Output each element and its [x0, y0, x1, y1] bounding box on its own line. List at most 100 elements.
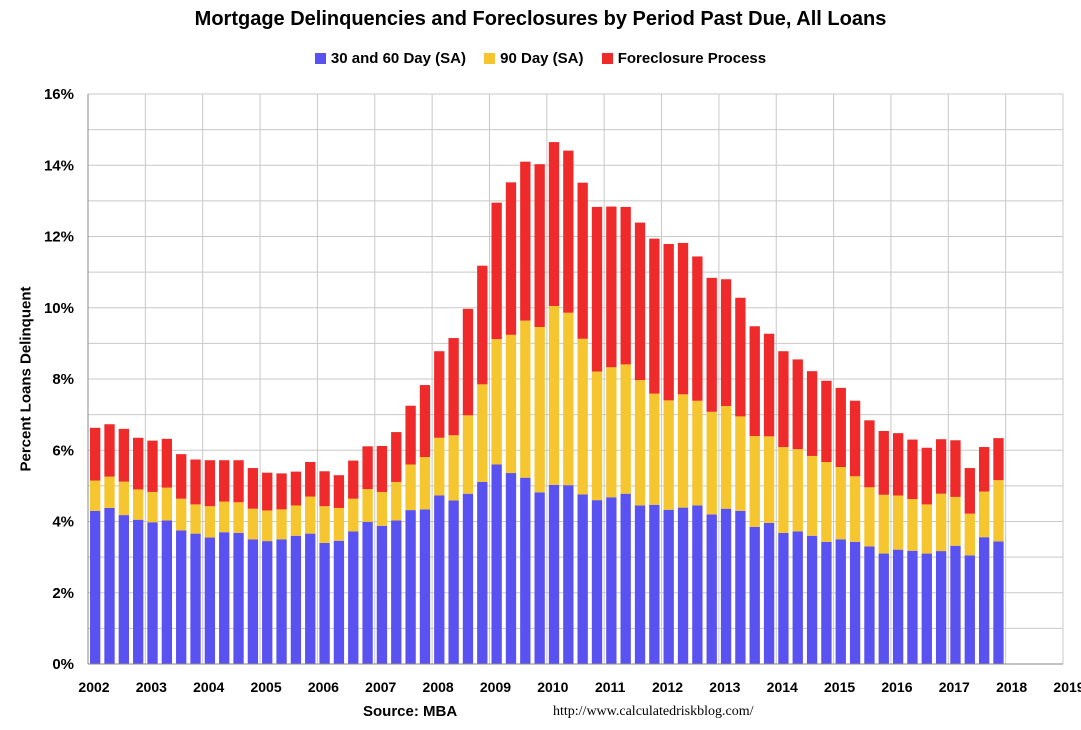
- bar-segment-90-day: [591, 371, 603, 501]
- bar-segment-30-60-day: [806, 535, 818, 664]
- bar-segment-30-60-day: [190, 533, 201, 664]
- bar-segment-90-day: [577, 338, 588, 495]
- bar-segment-90-day: [419, 457, 431, 510]
- bar-segment-foreclosure: [505, 182, 517, 335]
- bar-segment-foreclosure: [376, 445, 388, 492]
- bar-segment-90-day: [620, 364, 631, 494]
- bar-segment-90-day: [950, 496, 961, 546]
- bar-segment-90-day: [964, 513, 975, 556]
- bar-segment-90-day: [706, 411, 717, 515]
- bar-segment-30-60-day: [907, 550, 918, 664]
- bar-segment-90-day: [434, 437, 445, 496]
- bar-segment-foreclosure: [606, 206, 617, 368]
- legend-swatch-foreclosure: [601, 53, 613, 64]
- bar-segment-30-60-day: [864, 546, 875, 664]
- bar-segment-foreclosure: [333, 475, 345, 508]
- bar-segment-90-day: [147, 491, 158, 523]
- bar-segment-foreclosure: [348, 460, 359, 499]
- bar-segment-30-60-day: [950, 545, 961, 664]
- bar-segment-30-60-day: [563, 485, 574, 664]
- bar-segment-90-day: [462, 415, 474, 494]
- bar-segment-foreclosure: [677, 242, 689, 395]
- bar-segment-30-60-day: [735, 510, 746, 664]
- bar-segment-30-60-day: [591, 500, 603, 664]
- bar-segment-foreclosure: [763, 333, 775, 437]
- bar-segment-foreclosure: [735, 297, 746, 417]
- legend-item-foreclosure: Foreclosure Process: [601, 50, 767, 67]
- bar-segment-foreclosure: [262, 472, 273, 511]
- y-tick-label: 0%: [52, 656, 74, 673]
- bar-segment-90-day: [806, 455, 818, 536]
- x-tick-label: 2009: [480, 679, 511, 695]
- y-tick-label: 12%: [44, 229, 74, 246]
- x-tick-label: 2002: [78, 679, 109, 695]
- y-tick-label: 2%: [52, 585, 74, 602]
- x-tick-label: 2013: [709, 679, 740, 695]
- bar-segment-30-60-day: [247, 539, 259, 664]
- bar-segment-foreclosure: [448, 338, 459, 436]
- bar-segment-90-day: [563, 312, 574, 486]
- x-tick-label: 2015: [824, 679, 855, 695]
- bar-segment-30-60-day: [462, 493, 474, 664]
- bar-segment-90-day: [935, 493, 947, 552]
- bar-segment-30-60-day: [262, 541, 273, 664]
- bar-segment-30-60-day: [305, 533, 316, 664]
- bar-segment-30-60-day: [391, 520, 402, 664]
- bar-segment-foreclosure: [147, 440, 158, 492]
- x-tick-label: 2019: [1053, 679, 1081, 695]
- bar-segment-foreclosure: [849, 400, 861, 477]
- bar-segment-30-60-day: [204, 537, 216, 664]
- bar-segment-30-60-day: [935, 551, 947, 664]
- y-tick-label: 10%: [44, 300, 74, 317]
- bar-segment-90-day: [548, 305, 560, 485]
- bar-segment-90-day: [233, 502, 244, 533]
- bar-segment-30-60-day: [319, 542, 330, 664]
- legend: 30 and 60 Day (SA) 90 Day (SA) Foreclosu…: [0, 50, 1081, 67]
- bar-segment-foreclosure: [104, 424, 115, 477]
- bar-segment-30-60-day: [620, 493, 631, 664]
- bar-segment-30-60-day: [964, 555, 975, 664]
- bar-segment-30-60-day: [505, 473, 517, 664]
- bar-segment-90-day: [634, 380, 646, 506]
- bar-segment-foreclosure: [821, 380, 832, 463]
- bar-segment-30-60-day: [921, 553, 932, 664]
- bar-segment-90-day: [735, 416, 746, 511]
- bar-segment-30-60-day: [892, 549, 904, 664]
- bar-segment-foreclosure: [649, 238, 660, 394]
- bar-segment-foreclosure: [161, 438, 173, 488]
- bar-segment-90-day: [348, 498, 359, 532]
- bar-segment-30-60-day: [233, 532, 244, 664]
- bar-segment-30-60-day: [161, 520, 173, 664]
- bar-segment-30-60-day: [90, 510, 101, 664]
- bar-segment-90-day: [176, 498, 187, 531]
- bar-segment-90-day: [219, 501, 230, 533]
- bar-segment-30-60-day: [376, 525, 388, 664]
- bar-segment-foreclosure: [620, 206, 631, 365]
- legend-item-90-day: 90 Day (SA): [484, 50, 584, 67]
- bar-segment-foreclosure: [176, 454, 187, 499]
- bar-segment-foreclosure: [692, 256, 703, 401]
- bar-segment-30-60-day: [405, 510, 416, 664]
- bar-segment-30-60-day: [706, 514, 717, 664]
- bar-segment-90-day: [978, 491, 990, 538]
- bar-segment-foreclosure: [706, 277, 717, 412]
- bar-segment-90-day: [204, 506, 216, 538]
- bar-segment-foreclosure: [591, 206, 603, 372]
- bar-segment-foreclosure: [950, 440, 961, 497]
- bar-segment-90-day: [247, 508, 259, 540]
- x-tick-label: 2008: [423, 679, 454, 695]
- legend-label-foreclosure: Foreclosure Process: [617, 50, 767, 67]
- bar-segment-foreclosure: [290, 471, 302, 506]
- bar-segment-30-60-day: [606, 497, 617, 664]
- bar-segment-90-day: [792, 449, 803, 532]
- bar-segment-30-60-day: [491, 464, 502, 664]
- bar-segment-90-day: [720, 406, 732, 509]
- bar-segment-90-day: [477, 384, 488, 482]
- bar-segment-90-day: [305, 496, 316, 534]
- bar-segment-90-day: [835, 466, 846, 540]
- bar-segment-30-60-day: [548, 484, 560, 664]
- bar-segment-30-60-day: [520, 477, 531, 664]
- bar-segment-30-60-day: [333, 540, 345, 664]
- x-tick-label: 2006: [308, 679, 339, 695]
- bar-segment-30-60-day: [978, 537, 990, 664]
